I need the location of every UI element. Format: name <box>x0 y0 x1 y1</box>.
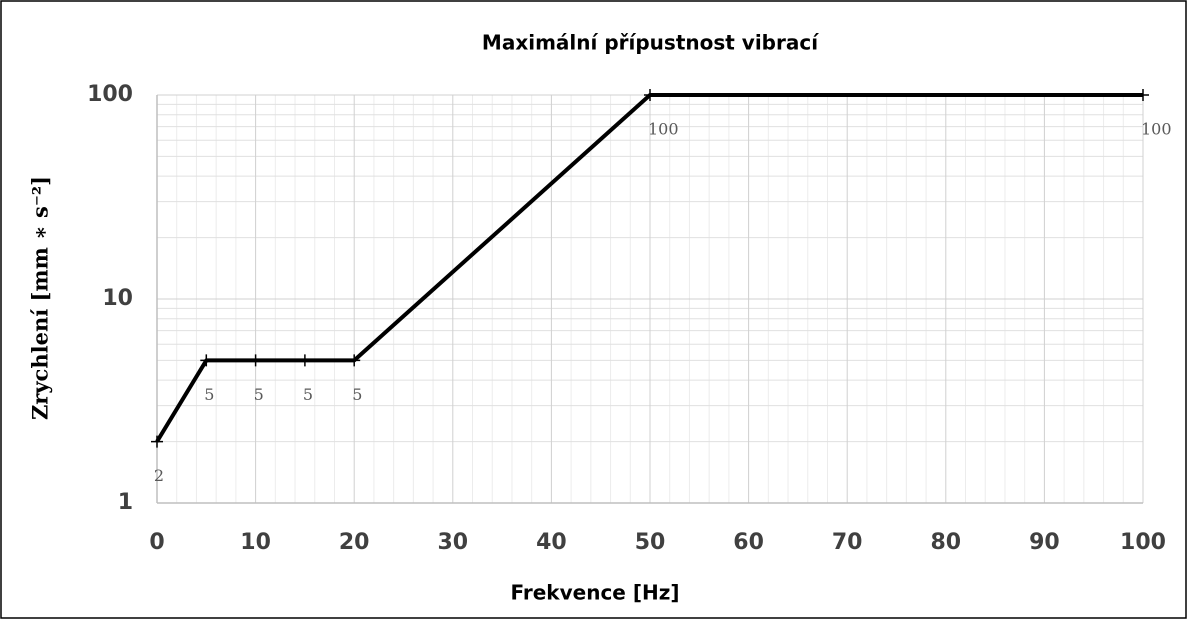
point-marker <box>1137 89 1149 101</box>
x-tick-label: 80 <box>930 530 961 555</box>
point-marker <box>644 89 656 101</box>
x-tick-label: 20 <box>339 530 370 555</box>
x-tick-label: 90 <box>1029 530 1060 555</box>
x-tick-label: 50 <box>635 530 666 555</box>
y-axis-label: Zrychlení [mm ∗ s⁻²] <box>28 176 53 420</box>
x-tick-label: 10 <box>240 530 271 555</box>
x-tick-label: 60 <box>733 530 764 555</box>
x-tick-label: 100 <box>1120 530 1166 555</box>
data-label: 5 <box>254 385 264 404</box>
point-marker <box>200 354 213 367</box>
y-tick-label: 1 <box>118 490 133 515</box>
x-tick-label: 40 <box>536 530 567 555</box>
y-tick-label: 10 <box>102 286 133 311</box>
point-marker <box>348 354 361 367</box>
data-label: 5 <box>352 385 362 404</box>
x-tick-label: 0 <box>149 530 164 555</box>
x-axis-label: Frekvence [Hz] <box>511 581 680 605</box>
x-tick-label: 70 <box>832 530 863 555</box>
y-tick-label: 100 <box>87 82 133 107</box>
data-label: 5 <box>303 385 313 404</box>
point-marker <box>298 354 311 367</box>
chart-title: Maximální přípustnost vibrací <box>482 31 819 55</box>
data-label: 2 <box>154 466 164 485</box>
point-marker <box>249 354 262 367</box>
data-label: 100 <box>648 120 679 139</box>
data-label: 100 <box>1141 120 1172 139</box>
data-label: 5 <box>204 385 214 404</box>
x-tick-label: 30 <box>437 530 468 555</box>
point-marker <box>151 435 163 448</box>
